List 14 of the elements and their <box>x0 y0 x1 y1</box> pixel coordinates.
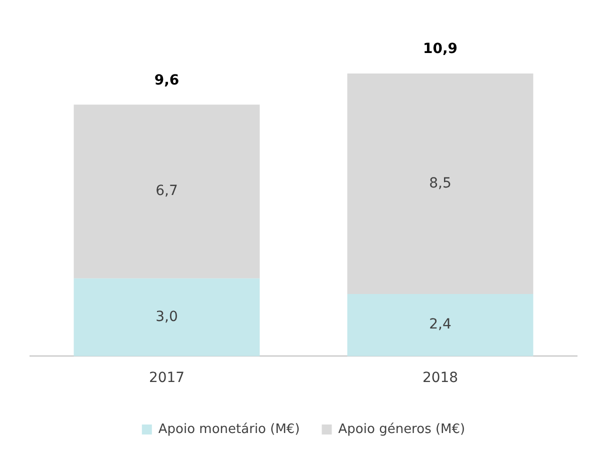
data-label: 2,4 <box>429 316 452 333</box>
legend-label: Apoio géneros (M€) <box>338 422 466 437</box>
legend-label: Apoio monetário (M€) <box>158 422 300 437</box>
total-label: 9,6 <box>154 72 180 88</box>
bar <box>347 74 534 294</box>
bar <box>74 104 260 278</box>
data-label: 8,5 <box>429 175 452 192</box>
total-label: 10,9 <box>422 41 458 58</box>
data-label: 3,0 <box>156 308 178 325</box>
bar <box>347 294 534 356</box>
bar <box>74 278 260 356</box>
x-tick-label: 2017 <box>148 370 185 386</box>
x-tick-label: 2018 <box>422 370 458 386</box>
data-label: 6,7 <box>156 183 178 200</box>
